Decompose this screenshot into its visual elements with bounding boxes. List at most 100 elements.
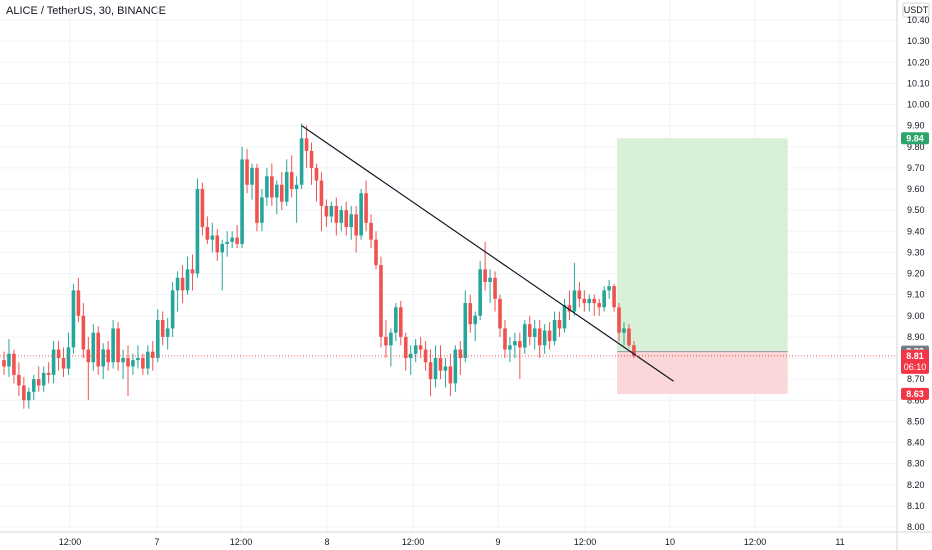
y-tick-label: 8.70 — [907, 374, 925, 384]
x-tick-label: 12:00 — [230, 537, 253, 547]
candle-body — [433, 358, 438, 380]
y-tick-label: 9.80 — [907, 142, 925, 152]
candle-body — [250, 167, 254, 185]
candle-body — [151, 351, 155, 358]
candle-body — [418, 345, 423, 350]
candle-body — [146, 351, 150, 369]
candle-body — [126, 358, 130, 367]
candle-body — [364, 193, 368, 223]
overlay — [0, 125, 897, 382]
y-tick-label: 9.40 — [907, 226, 925, 236]
stop-price-tag: 8.63 — [906, 389, 924, 399]
candle-body — [423, 349, 428, 363]
candle-body — [61, 358, 66, 369]
candle-body — [225, 241, 229, 244]
candle-body — [71, 290, 76, 348]
candle-body — [260, 197, 264, 223]
y-tick-label: 8.20 — [907, 480, 925, 490]
last-price-value: 8.81 — [906, 351, 924, 361]
y-tick-label: 9.60 — [907, 184, 925, 194]
y-tick-label: 9.30 — [907, 247, 925, 257]
candle-body — [592, 298, 597, 304]
y-tick-label: 8.10 — [907, 501, 925, 511]
x-tick-label: 9 — [495, 537, 500, 547]
candle-body — [473, 315, 477, 325]
candle-body — [513, 341, 517, 346]
candle-body — [607, 286, 611, 291]
candle-body — [299, 138, 304, 185]
candle-body — [270, 176, 274, 198]
candle-body — [612, 286, 616, 308]
stop-price-tag-bg — [901, 387, 929, 400]
y-tick-label: 9.50 — [907, 205, 925, 215]
candle-body — [155, 319, 160, 358]
position-zones — [617, 138, 788, 394]
y-tick-label: 9.70 — [907, 163, 925, 173]
candle-body — [632, 345, 636, 356]
candle-body — [324, 205, 329, 217]
candle-body — [478, 269, 482, 316]
candle-body — [36, 379, 41, 386]
candle-body — [438, 358, 443, 371]
candle-body — [96, 332, 101, 367]
candle-body — [339, 210, 344, 223]
candle-body — [503, 328, 507, 350]
candle-body — [394, 307, 398, 333]
candle-body — [76, 290, 81, 316]
candle-body — [121, 358, 125, 363]
candle-body — [91, 332, 96, 363]
x-tick-label: 12:00 — [59, 537, 82, 547]
last-price-countdown: 06:10 — [904, 362, 927, 372]
y-tick-label: 9.20 — [907, 269, 925, 279]
candle-body — [523, 324, 527, 348]
y-tick-label: 8.50 — [907, 416, 925, 426]
candle-body — [448, 366, 453, 384]
candle-body — [81, 315, 86, 350]
candle-body — [309, 150, 314, 168]
candle-body — [552, 319, 557, 342]
y-tick-label: 10.30 — [907, 36, 930, 46]
candle-body — [279, 184, 284, 202]
candle-body — [175, 277, 180, 291]
candle-body — [86, 349, 91, 363]
candle-body — [557, 319, 562, 329]
candle-body — [408, 353, 413, 358]
candle-body — [403, 336, 408, 358]
candle-body — [384, 336, 388, 346]
candle-body — [220, 243, 225, 253]
x-tick-label: 8 — [324, 537, 329, 547]
time-axis: 12:00 7 12:00 8 12:00 9 12:00 10 12:00 11 — [0, 531, 932, 547]
stop-zone — [617, 351, 788, 394]
candle-body — [210, 235, 215, 240]
candle-body — [627, 328, 631, 346]
x-tick-label: 12:00 — [574, 537, 597, 547]
candle-body — [235, 237, 239, 244]
candle-body — [101, 349, 105, 367]
candle-body — [577, 290, 582, 299]
candle-body — [537, 328, 542, 346]
candle-body — [289, 172, 294, 189]
candle-body — [284, 172, 289, 202]
candle-body — [275, 184, 279, 198]
candle-body — [602, 290, 606, 308]
candle-body — [66, 347, 71, 369]
candle-body — [542, 330, 547, 346]
candle-body — [399, 307, 403, 337]
y-tick-label: 9.90 — [907, 121, 925, 131]
x-tick-label: 12:00 — [744, 537, 767, 547]
candle-body — [27, 391, 31, 401]
candle-body — [56, 349, 61, 358]
candle-body — [508, 345, 512, 350]
candle-body — [532, 328, 537, 337]
y-tick-label: 10.00 — [907, 100, 930, 110]
candle-body — [453, 349, 458, 384]
candle-body — [2, 360, 6, 367]
last-price-tag-bg — [901, 349, 929, 374]
candle-body — [354, 214, 358, 236]
y-tick-label: 8.30 — [907, 459, 925, 469]
trendline — [301, 125, 674, 382]
price-axis: USDT8.008.108.208.308.408.508.608.708.80… — [896, 0, 930, 550]
candle-body — [374, 239, 378, 266]
x-tick-label: 10 — [665, 537, 675, 547]
